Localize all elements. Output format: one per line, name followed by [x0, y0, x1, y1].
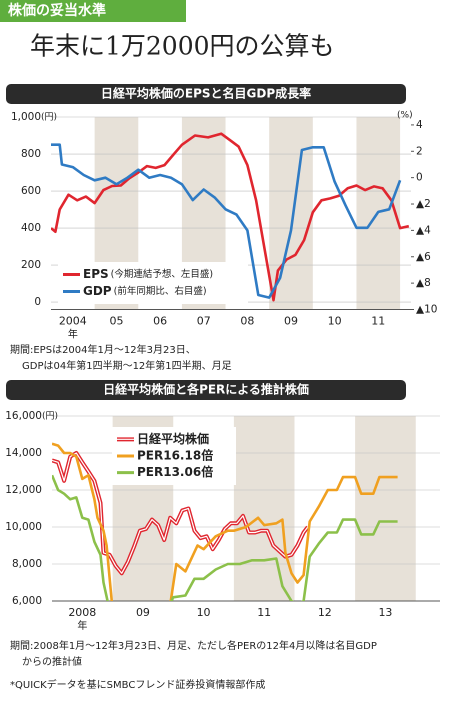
- series-line: [52, 474, 398, 601]
- y2-tick-label: ▲8: [416, 277, 431, 289]
- series-line: [51, 143, 402, 299]
- x-axis-unit: 年: [68, 328, 78, 341]
- y-axis-unit: (円): [41, 112, 57, 123]
- y-tick-label: 1,000: [11, 111, 41, 123]
- y2-tick-label: ▲4: [416, 224, 431, 236]
- y-tick-label: 400: [21, 222, 41, 234]
- y-tick-label: 0: [34, 296, 41, 308]
- chart-note: 期間:EPSは2004年1月～12年3月23日、: [10, 343, 196, 356]
- legend-note: (今期連結予想、左目盛): [111, 268, 213, 280]
- legend-note: (前年同期比、右目盛): [114, 285, 207, 297]
- x-tick-label: 11: [371, 315, 385, 328]
- series-line: [51, 132, 410, 302]
- y-tick-label: 600: [21, 185, 41, 197]
- x-tick-label: 08: [240, 315, 254, 328]
- x-tick-label: 09: [136, 606, 150, 619]
- legend-box: [58, 262, 248, 304]
- y2-axis-unit: (%): [397, 111, 413, 121]
- legend-label: EPS: [83, 267, 109, 281]
- x-tick-label: 10: [328, 315, 342, 328]
- page-title: 年末に1万2000円の公算も: [30, 32, 335, 61]
- y-tick-label: 200: [21, 259, 41, 271]
- x-tick-label: 13: [378, 606, 392, 619]
- y-tick-label: 10,000: [5, 521, 42, 533]
- x-tick-label: 06: [153, 315, 167, 328]
- series-line: [52, 442, 398, 601]
- year-band: [355, 416, 416, 601]
- y2-tick-label: 0: [416, 172, 423, 184]
- chart-note: GDPは04年第1四半期～12年第1四半期、月足: [22, 359, 232, 372]
- x-tick-label: 07: [197, 315, 211, 328]
- y2-tick-label: 2: [416, 145, 423, 157]
- x-tick-label: 09: [284, 315, 298, 328]
- series-line-highlight: [52, 452, 309, 574]
- x-tick-label: 2008: [68, 606, 96, 619]
- legend-label: GDP: [83, 284, 112, 298]
- y-tick-label: 12,000: [5, 484, 42, 496]
- y2-tick-label: ▲2: [416, 198, 431, 210]
- y-tick-label: 16,000: [5, 410, 42, 422]
- tag: 株価の妥当水準: [8, 2, 106, 19]
- chart-title-bg: [6, 84, 406, 104]
- chart-title: 日経平均株価と各PERによる推計株価: [103, 382, 309, 397]
- y-tick-label: 8,000: [12, 558, 42, 570]
- legend-label: PER13.06倍: [137, 464, 213, 479]
- x-tick-label: 12: [318, 606, 332, 619]
- tag-bg: [0, 0, 186, 22]
- y-axis-unit: (円): [42, 411, 58, 422]
- x-tick-label: 10: [197, 606, 211, 619]
- y-tick-label: 6,000: [12, 595, 42, 607]
- year-band: [233, 416, 295, 601]
- source: *QUICKデータを基にSMBCフレンド証券投資情報部作成: [10, 678, 265, 691]
- legend-label: 日経平均株価: [137, 431, 209, 446]
- x-tick-label: 11: [257, 606, 271, 619]
- chart-note: からの推計値: [22, 655, 82, 668]
- chart-title-bg: [6, 380, 406, 400]
- x-tick-label: 05: [109, 315, 123, 328]
- y-tick-label: 800: [21, 148, 41, 160]
- chart-title: 日経平均株価のEPSと名目GDP成長率: [101, 86, 311, 101]
- y2-tick-label: ▲6: [416, 251, 431, 263]
- x-axis-unit: 年: [77, 619, 87, 632]
- y2-tick-label: 4: [416, 119, 423, 131]
- y-tick-label: 14,000: [5, 447, 42, 459]
- x-tick-label: 2004: [59, 315, 87, 328]
- y2-tick-label: ▲10: [416, 304, 437, 316]
- chart-note: 期間:2008年1月～12年3月23日、月足、ただし各PERの12年4月以降は名…: [10, 639, 377, 652]
- legend-label: PER16.18倍: [137, 448, 213, 463]
